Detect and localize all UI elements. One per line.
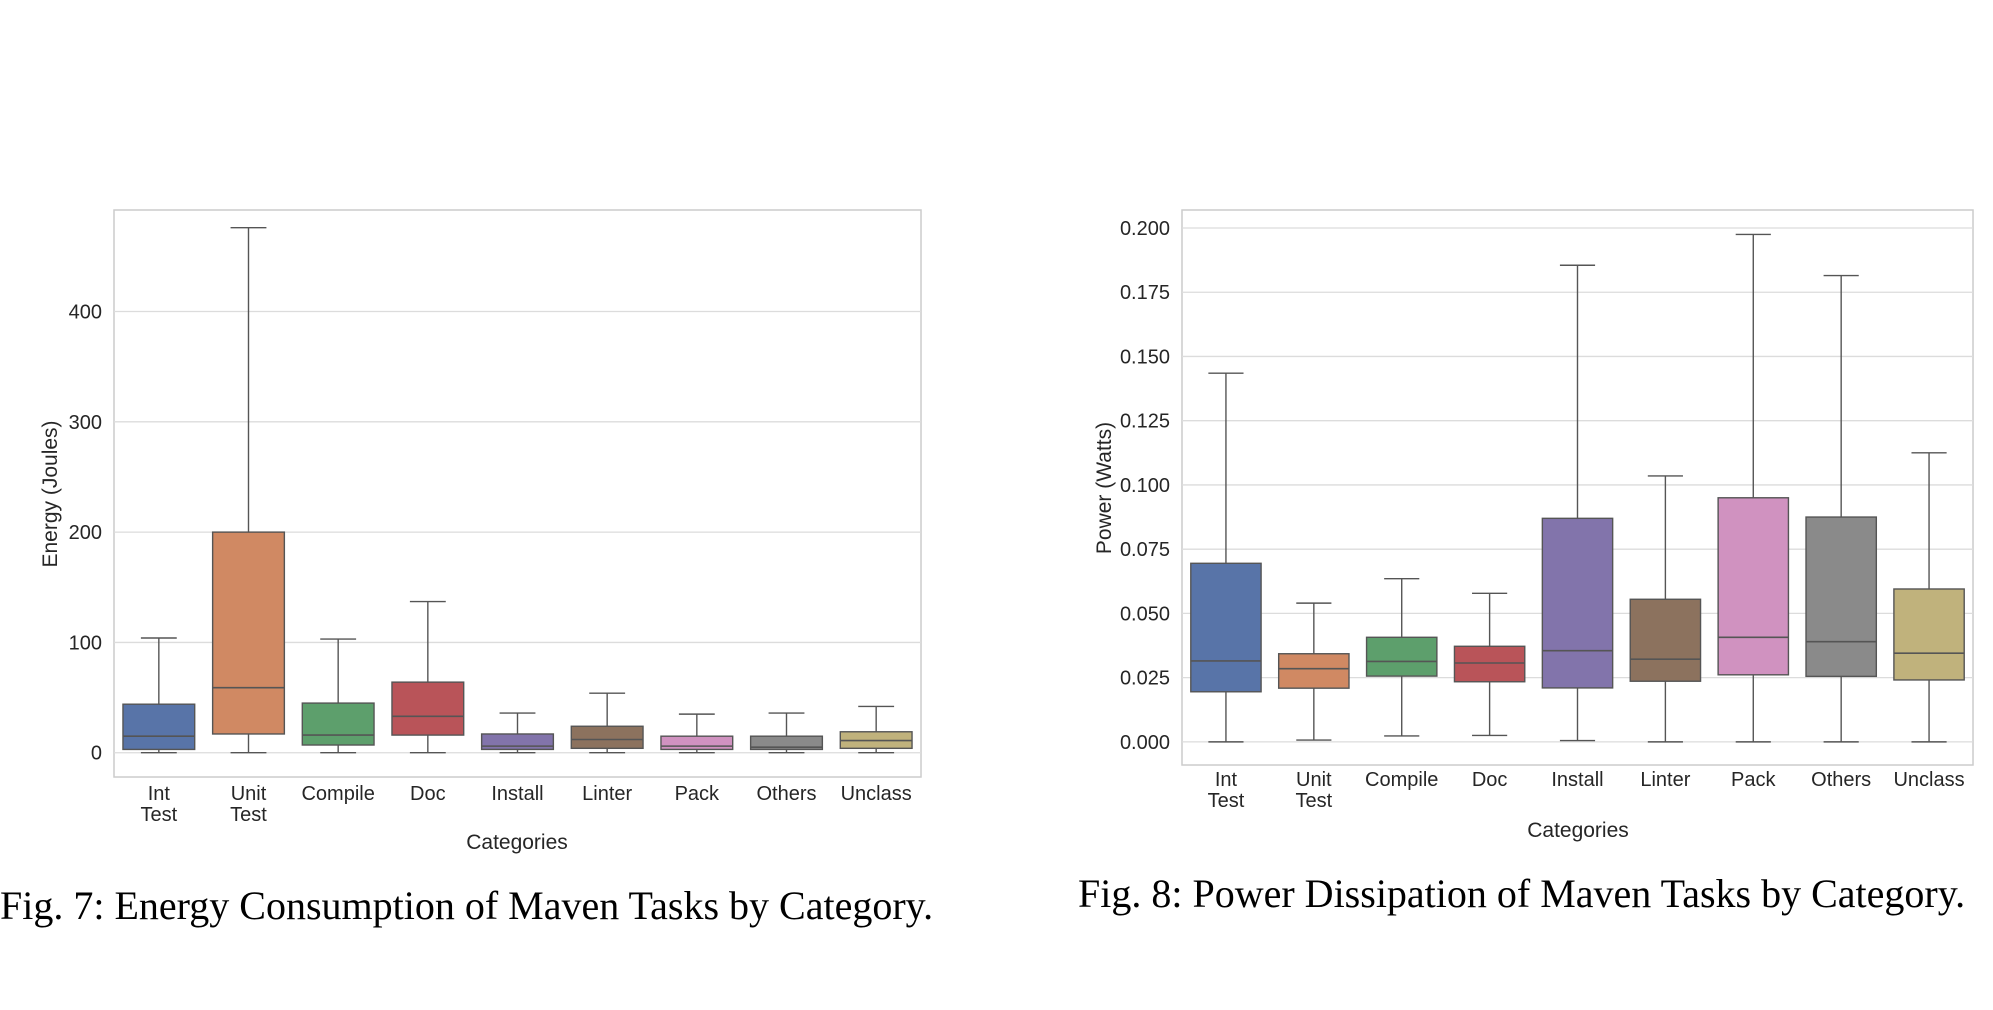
power-y-tick-label: 0.200 [1120, 218, 1170, 240]
energy-x-axis-label: Categories [466, 831, 568, 854]
energy-box-1 [211, 226, 286, 754]
energy-box-body [211, 531, 286, 735]
power-y-tick-label: 0.125 [1120, 411, 1170, 433]
power-x-tick-label: Compile [1365, 769, 1438, 791]
energy-box-body [570, 725, 644, 750]
power-box-body [1629, 598, 1702, 682]
energy-x-tick-label: Others [756, 783, 816, 805]
power-box-7 [1805, 274, 1878, 743]
power-chart: 0.000 0.025 0.050 0.075 0.100 0.125 0.150 0.175… [1078, 209, 1974, 916]
energy-y-tick-label: 400 [69, 301, 102, 323]
power-y-tick-label: 0.175 [1120, 282, 1170, 304]
power-y-ticks: 0.000 0.025 0.050 0.075 0.100 0.125 0.150 0.175… [1120, 218, 1170, 754]
energy-x-tick-label: Unclass [841, 783, 912, 805]
power-box-body [1190, 562, 1262, 693]
energy-x-tick-label: Compile [301, 783, 374, 805]
power-y-tick-label: 0.050 [1120, 603, 1170, 625]
power-x-tick-label: Int [1215, 769, 1238, 791]
energy-boxes [122, 226, 913, 754]
power-box-body [1717, 497, 1790, 676]
power-x-tick-label: Others [1811, 769, 1871, 791]
power-x-tick-label: Test [1208, 790, 1245, 812]
power-box-3 [1453, 592, 1526, 737]
energy-x-tick-label: Int [148, 783, 171, 805]
power-box-body [1893, 588, 1965, 681]
energy-box-8 [839, 705, 913, 754]
power-box-body [1805, 516, 1878, 678]
energy-box-body [749, 735, 824, 751]
energy-box-body [480, 733, 555, 751]
energy-y-tick-label: 200 [69, 522, 102, 544]
energy-x-tick-label: Test [230, 804, 267, 826]
energy-box-5 [570, 692, 644, 754]
energy-x-tick-label: Doc [410, 783, 446, 805]
power-y-tick-label: 0.100 [1120, 475, 1170, 497]
power-box-2 [1365, 578, 1438, 737]
energy-box-0 [122, 637, 196, 754]
power-y-axis-label: Power (Watts) [1093, 422, 1116, 554]
power-box-body [1365, 636, 1438, 677]
power-box-5 [1629, 475, 1702, 743]
energy-box-6 [660, 713, 734, 754]
energy-x-tick-label: Unit [231, 783, 267, 805]
power-boxes [1190, 233, 1965, 743]
power-x-tick-label: Pack [1731, 769, 1776, 791]
power-figure-caption: Fig. 8: Power Dissipation of Maven Tasks… [1078, 871, 1965, 916]
energy-box-body [301, 702, 375, 746]
energy-x-tick-label: Install [491, 783, 543, 805]
power-x-tick-label: Unit [1296, 769, 1332, 791]
power-x-axis-label: Categories [1527, 819, 1629, 842]
power-x-tick-label: Linter [1640, 769, 1690, 791]
power-box-4 [1541, 264, 1614, 742]
power-y-tick-label: 0.075 [1120, 539, 1170, 561]
power-box-body [1277, 653, 1350, 689]
energy-box-body [391, 681, 465, 736]
energy-y-ticks: 0 100 200 300 400 [69, 301, 102, 764]
energy-box-2 [301, 638, 375, 754]
power-y-tick-label: 0.025 [1120, 668, 1170, 690]
energy-x-tick-label: Linter [582, 783, 632, 805]
energy-box-7 [749, 712, 824, 754]
power-x-tick-label: Install [1551, 769, 1603, 791]
power-box-0 [1190, 372, 1262, 743]
power-x-tick-label: Unclass [1893, 769, 1964, 791]
energy-y-tick-label: 100 [69, 632, 102, 654]
power-box-6 [1717, 233, 1790, 743]
energy-y-tick-label: 0 [91, 743, 102, 765]
energy-x-tick-label: Test [140, 804, 177, 826]
power-box-8 [1893, 452, 1965, 743]
power-y-tick-label: 0.000 [1120, 732, 1170, 754]
energy-box-3 [391, 600, 465, 754]
energy-figure-caption: Fig. 7: Energy Consumption of Maven Task… [0, 883, 933, 928]
power-box-1 [1277, 602, 1350, 741]
energy-x-tick-label: Pack [675, 783, 720, 805]
power-x-tick-label: Test [1295, 790, 1332, 812]
power-box-body [1453, 645, 1526, 683]
energy-y-tick-label: 300 [69, 412, 102, 434]
power-box-body [1541, 517, 1614, 689]
energy-box-body [660, 735, 734, 751]
energy-y-axis-label: Energy (Joules) [39, 420, 62, 567]
power-x-tick-label: Doc [1472, 769, 1508, 791]
energy-box-body [122, 703, 196, 751]
energy-box-4 [480, 712, 555, 754]
power-y-tick-label: 0.150 [1120, 346, 1170, 368]
